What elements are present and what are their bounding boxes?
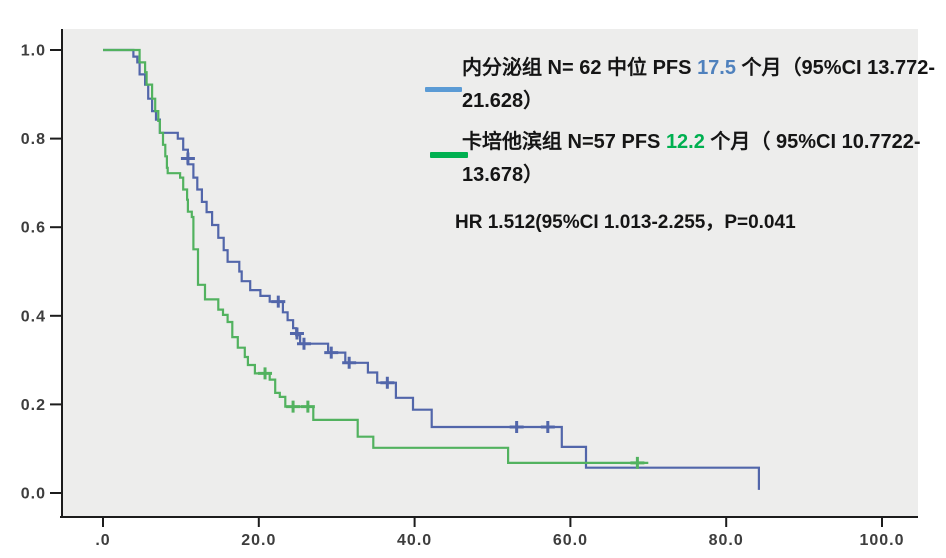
x-tick-label: 100.0 bbox=[859, 532, 904, 549]
censor-mark-capecitabine bbox=[258, 367, 273, 380]
censor-mark-endocrine bbox=[296, 337, 311, 350]
legend-text-suffix: 个月（95%CI 13.772-21.628） bbox=[462, 57, 935, 112]
legend: 内分泌组 N= 62 中位 PFS 17.5 个月（95%CI 13.772-2… bbox=[455, 52, 942, 239]
censor-mark-endocrine bbox=[289, 327, 304, 340]
x-tick-label: .0 bbox=[95, 532, 110, 549]
legend-median-value: 12.2 bbox=[665, 131, 705, 153]
censor-mark-endocrine bbox=[540, 420, 555, 433]
legend-text-prefix: 卡培他滨组 N=57 PFS bbox=[462, 131, 666, 153]
y-tick-label: 0.4 bbox=[21, 308, 46, 325]
censor-mark-endocrine bbox=[342, 356, 357, 369]
censor-mark-capecitabine bbox=[300, 400, 315, 413]
y-tick-label: 1.0 bbox=[21, 43, 46, 60]
y-tick-label: 0.8 bbox=[21, 131, 46, 148]
legend-text-prefix: 内分泌组 N= 62 中位 PFS bbox=[462, 57, 698, 79]
hazard-ratio-text: HR 1.512(95%CI 1.013-2.255，P=0.041 bbox=[455, 212, 796, 233]
x-tick-label: 80.0 bbox=[709, 532, 744, 549]
legend-median-value: 17.5 bbox=[697, 57, 736, 79]
km-curve-capecitabine bbox=[103, 48, 649, 464]
legend-entry-capecitabine: 卡培他滨组 N=57 PFS 12.2 个月（ 95%CI 10.7722-13… bbox=[462, 126, 942, 192]
plot-area bbox=[62, 29, 918, 517]
legend-text-suffix: 个月（ 95%CI 10.7722-13.678） bbox=[462, 131, 921, 186]
censor-mark-endocrine bbox=[271, 295, 286, 308]
y-tick-label: 0.6 bbox=[21, 220, 46, 237]
x-tick-label: 20.0 bbox=[241, 532, 276, 549]
y-tick-label: 0.2 bbox=[21, 397, 46, 414]
legend-swatch-endocrine bbox=[425, 87, 462, 92]
censor-mark-endocrine bbox=[180, 152, 195, 165]
legend-entry-endocrine: 内分泌组 N= 62 中位 PFS 17.5 个月（95%CI 13.772-2… bbox=[462, 52, 942, 118]
x-tick-label: 40.0 bbox=[397, 532, 432, 549]
legend-swatch-capecitabine bbox=[430, 152, 468, 158]
y-tick-label: 0.0 bbox=[21, 486, 46, 503]
censor-mark-endocrine bbox=[509, 420, 524, 433]
censor-mark-endocrine bbox=[324, 346, 339, 359]
censor-mark-capecitabine bbox=[630, 456, 645, 469]
censor-mark-capecitabine bbox=[286, 400, 301, 413]
censor-mark-endocrine bbox=[380, 376, 395, 389]
x-tick-label: 60.0 bbox=[553, 532, 588, 549]
